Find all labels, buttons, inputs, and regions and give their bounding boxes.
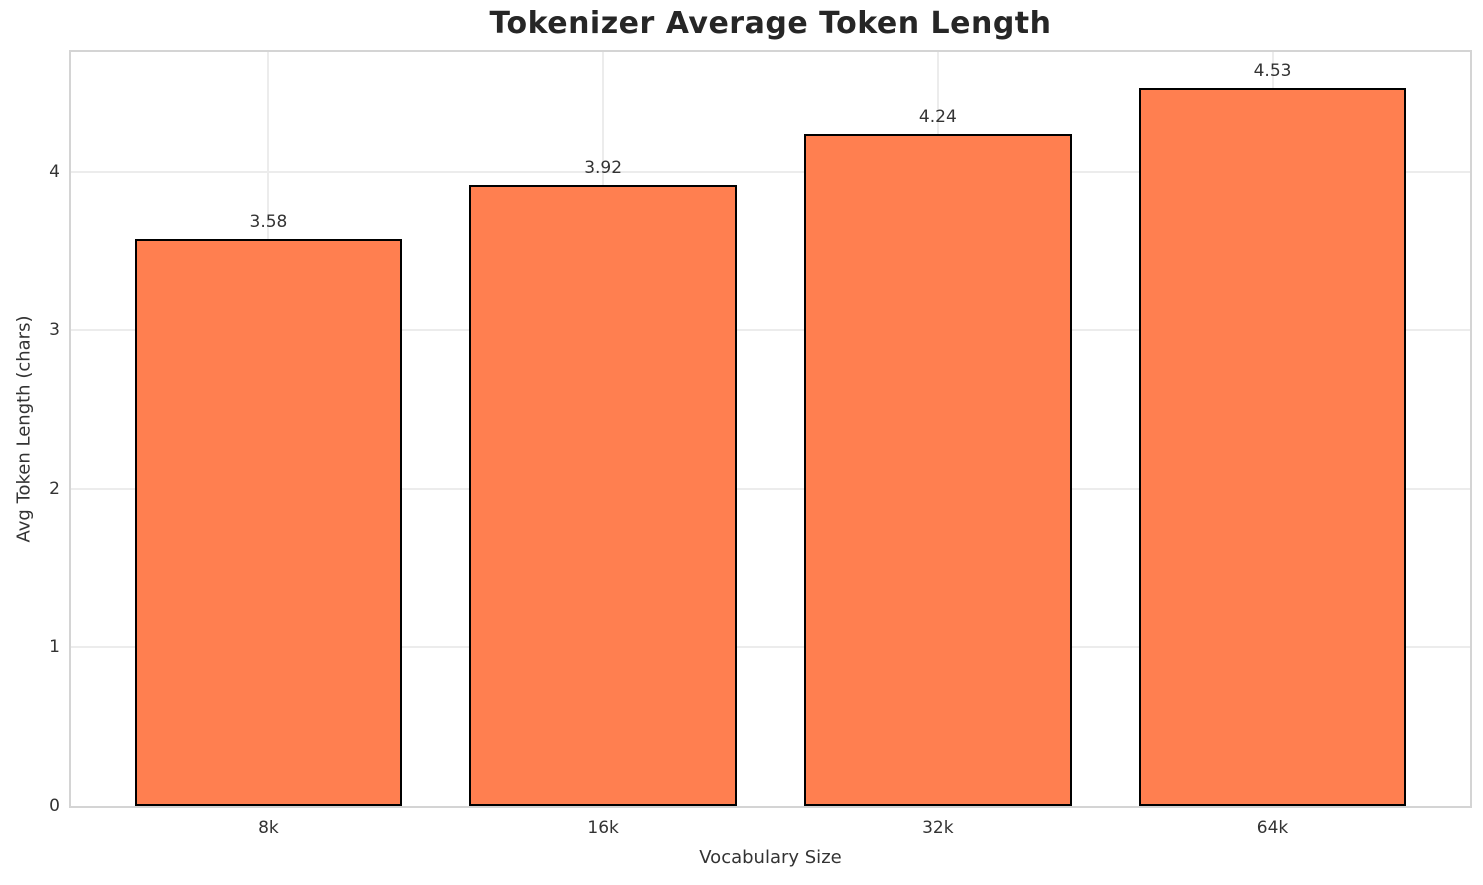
- bar-value-label: 3.58: [249, 211, 288, 232]
- x-tick-label: 32k: [922, 818, 954, 838]
- gridline-horizontal: [71, 170, 1470, 173]
- y-tick-label: 1: [49, 637, 60, 658]
- chart-title: Tokenizer Average Token Length: [489, 6, 1052, 41]
- bar-value-label: 4.53: [1253, 60, 1292, 81]
- x-tick-label: 16k: [587, 818, 619, 838]
- bar: [803, 133, 1072, 806]
- y-tick-label: 3: [49, 320, 60, 341]
- bar-value-label: 4.24: [918, 106, 957, 127]
- gridline-horizontal: [71, 487, 1470, 490]
- y-tick-label: 0: [49, 796, 60, 816]
- gridline-horizontal: [71, 646, 1470, 649]
- bar: [1138, 87, 1407, 806]
- bar: [134, 238, 403, 806]
- plot-area: 3.58 3.92 4.24 4.53: [69, 50, 1472, 808]
- bar-value-label: 3.92: [584, 157, 623, 178]
- x-tick-label: 8k: [258, 818, 279, 838]
- bar: [469, 184, 738, 806]
- x-axis-label: Vocabulary Size: [699, 847, 842, 868]
- y-tick-label: 2: [49, 478, 60, 499]
- x-tick-label: 64k: [1256, 818, 1289, 838]
- y-tick-label: 4: [49, 161, 60, 182]
- gridline-horizontal: [71, 329, 1470, 332]
- y-axis-label: Avg Token Length (chars): [13, 315, 35, 543]
